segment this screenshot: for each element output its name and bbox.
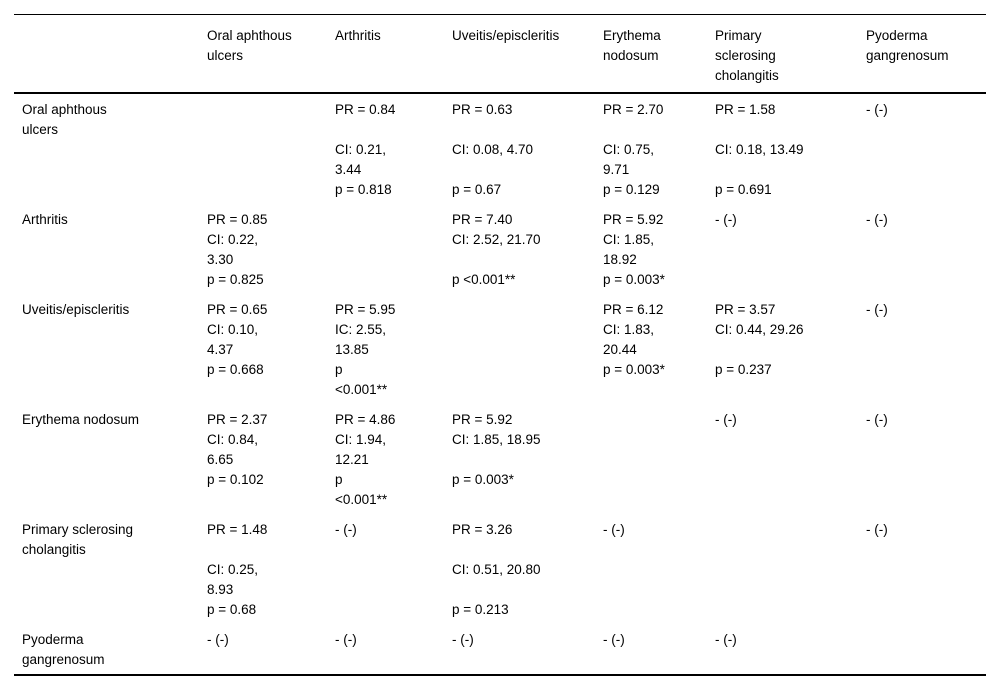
stat-cell — [207, 93, 335, 204]
stat-cell: - (-) — [715, 212, 737, 227]
stat-cell: - (-) — [866, 302, 888, 317]
stat-cell — [866, 624, 986, 675]
stat-cell: PR = 7.40 CI: 2.52, 21.70 p <0.001** — [452, 212, 541, 287]
row-label: Pyoderma gangrenosum — [22, 632, 105, 667]
stat-cell: PR = 0.65 CI: 0.10, 4.37 p = 0.668 — [207, 302, 268, 377]
stat-cell: - (-) — [335, 522, 357, 537]
stat-cell: PR = 4.86 CI: 1.94, 12.21 p <0.001** — [335, 412, 396, 507]
header-cell-uveitis-episcleritis: Uveitis/episcleritis — [452, 14, 603, 94]
stat-cell: - (-) — [603, 522, 625, 537]
row-label: Erythema nodosum — [22, 412, 140, 427]
stat-cell: - (-) — [715, 412, 737, 427]
header-cell-empty — [14, 14, 207, 94]
stat-cell: PR = 1.48 CI: 0.25, 8.93 p = 0.68 — [207, 522, 268, 617]
stat-cell: PR = 2.37 CI: 0.84, 6.65 p = 0.102 — [207, 412, 268, 487]
stat-cell: PR = 5.95 IC: 2.55, 13.85 p <0.001** — [335, 302, 396, 397]
stat-cell: - (-) — [207, 632, 229, 647]
table-row-pyoderma-gangrenosum: Pyoderma gangrenosum - (-) - (-) - (-) -… — [14, 624, 986, 675]
row-label: Oral aphthous ulcers — [22, 102, 107, 137]
table-row-uveitis-episcleritis: Uveitis/episcleritis PR = 0.65 CI: 0.10,… — [14, 294, 986, 404]
stat-cell: PR = 1.58 CI: 0.18, 13.49 p = 0.691 — [715, 102, 804, 197]
table-row-oral-aphthous-ulcers: Oral aphthous ulcers PR = 0.84 CI: 0.21,… — [14, 93, 986, 204]
stat-cell: - (-) — [866, 212, 888, 227]
stat-cell: PR = 0.84 CI: 0.21, 3.44 p = 0.818 — [335, 102, 396, 197]
stat-cell: - (-) — [603, 632, 625, 647]
stat-cell: - (-) — [866, 522, 888, 537]
header-cell-pyoderma-gangrenosum: Pyoderma gangrenosum — [866, 14, 986, 94]
stat-cell: - (-) — [452, 632, 474, 647]
stat-cell: PR = 6.12 CI: 1.83, 20.44 p = 0.003* — [603, 302, 665, 377]
stat-cell — [715, 514, 866, 624]
stat-cell: - (-) — [715, 632, 737, 647]
statistics-table: Oral aphthous ulcers Arthritis Uveitis/e… — [14, 14, 986, 676]
stat-cell: - (-) — [866, 412, 888, 427]
header-cell-oral-aphthous-ulcers: Oral aphthous ulcers — [207, 14, 335, 94]
stat-cell — [335, 204, 452, 294]
table-row-arthritis: Arthritis PR = 0.85 CI: 0.22, 3.30 p = 0… — [14, 204, 986, 294]
stat-cell: PR = 0.63 CI: 0.08, 4.70 p = 0.67 — [452, 102, 534, 197]
stat-cell: PR = 5.92 CI: 1.85, 18.95 p = 0.003* — [452, 412, 541, 487]
stat-cell — [452, 294, 603, 404]
stat-cell: PR = 0.85 CI: 0.22, 3.30 p = 0.825 — [207, 212, 268, 287]
stat-cell: PR = 3.26 CI: 0.51, 20.80 p = 0.213 — [452, 522, 541, 617]
row-label: Arthritis — [22, 212, 68, 227]
header-cell-primary-sclerosing-cholangitis: Primary sclerosing cholangitis — [715, 14, 866, 94]
header-cell-arthritis: Arthritis — [335, 14, 452, 94]
stat-cell — [603, 404, 715, 514]
stat-cell: PR = 5.92 CI: 1.85, 18.92 p = 0.003* — [603, 212, 665, 287]
row-label: Uveitis/episcleritis — [22, 302, 130, 317]
stat-cell: PR = 3.57 CI: 0.44, 29.26 p = 0.237 — [715, 302, 804, 377]
stat-cell: PR = 2.70 CI: 0.75, 9.71 p = 0.129 — [603, 102, 664, 197]
stat-cell: - (-) — [335, 632, 357, 647]
row-label: Primary sclerosing cholangitis — [22, 522, 134, 557]
table-row-primary-sclerosing-cholangitis: Primary sclerosing cholangitis PR = 1.48… — [14, 514, 986, 624]
table-row-erythema-nodosum: Erythema nodosum PR = 2.37 CI: 0.84, 6.6… — [14, 404, 986, 514]
header-row: Oral aphthous ulcers Arthritis Uveitis/e… — [14, 14, 986, 94]
header-cell-erythema-nodosum: Erythema nodosum — [603, 14, 715, 94]
statistics-table-container: Oral aphthous ulcers Arthritis Uveitis/e… — [14, 14, 986, 676]
stat-cell: - (-) — [866, 102, 888, 117]
